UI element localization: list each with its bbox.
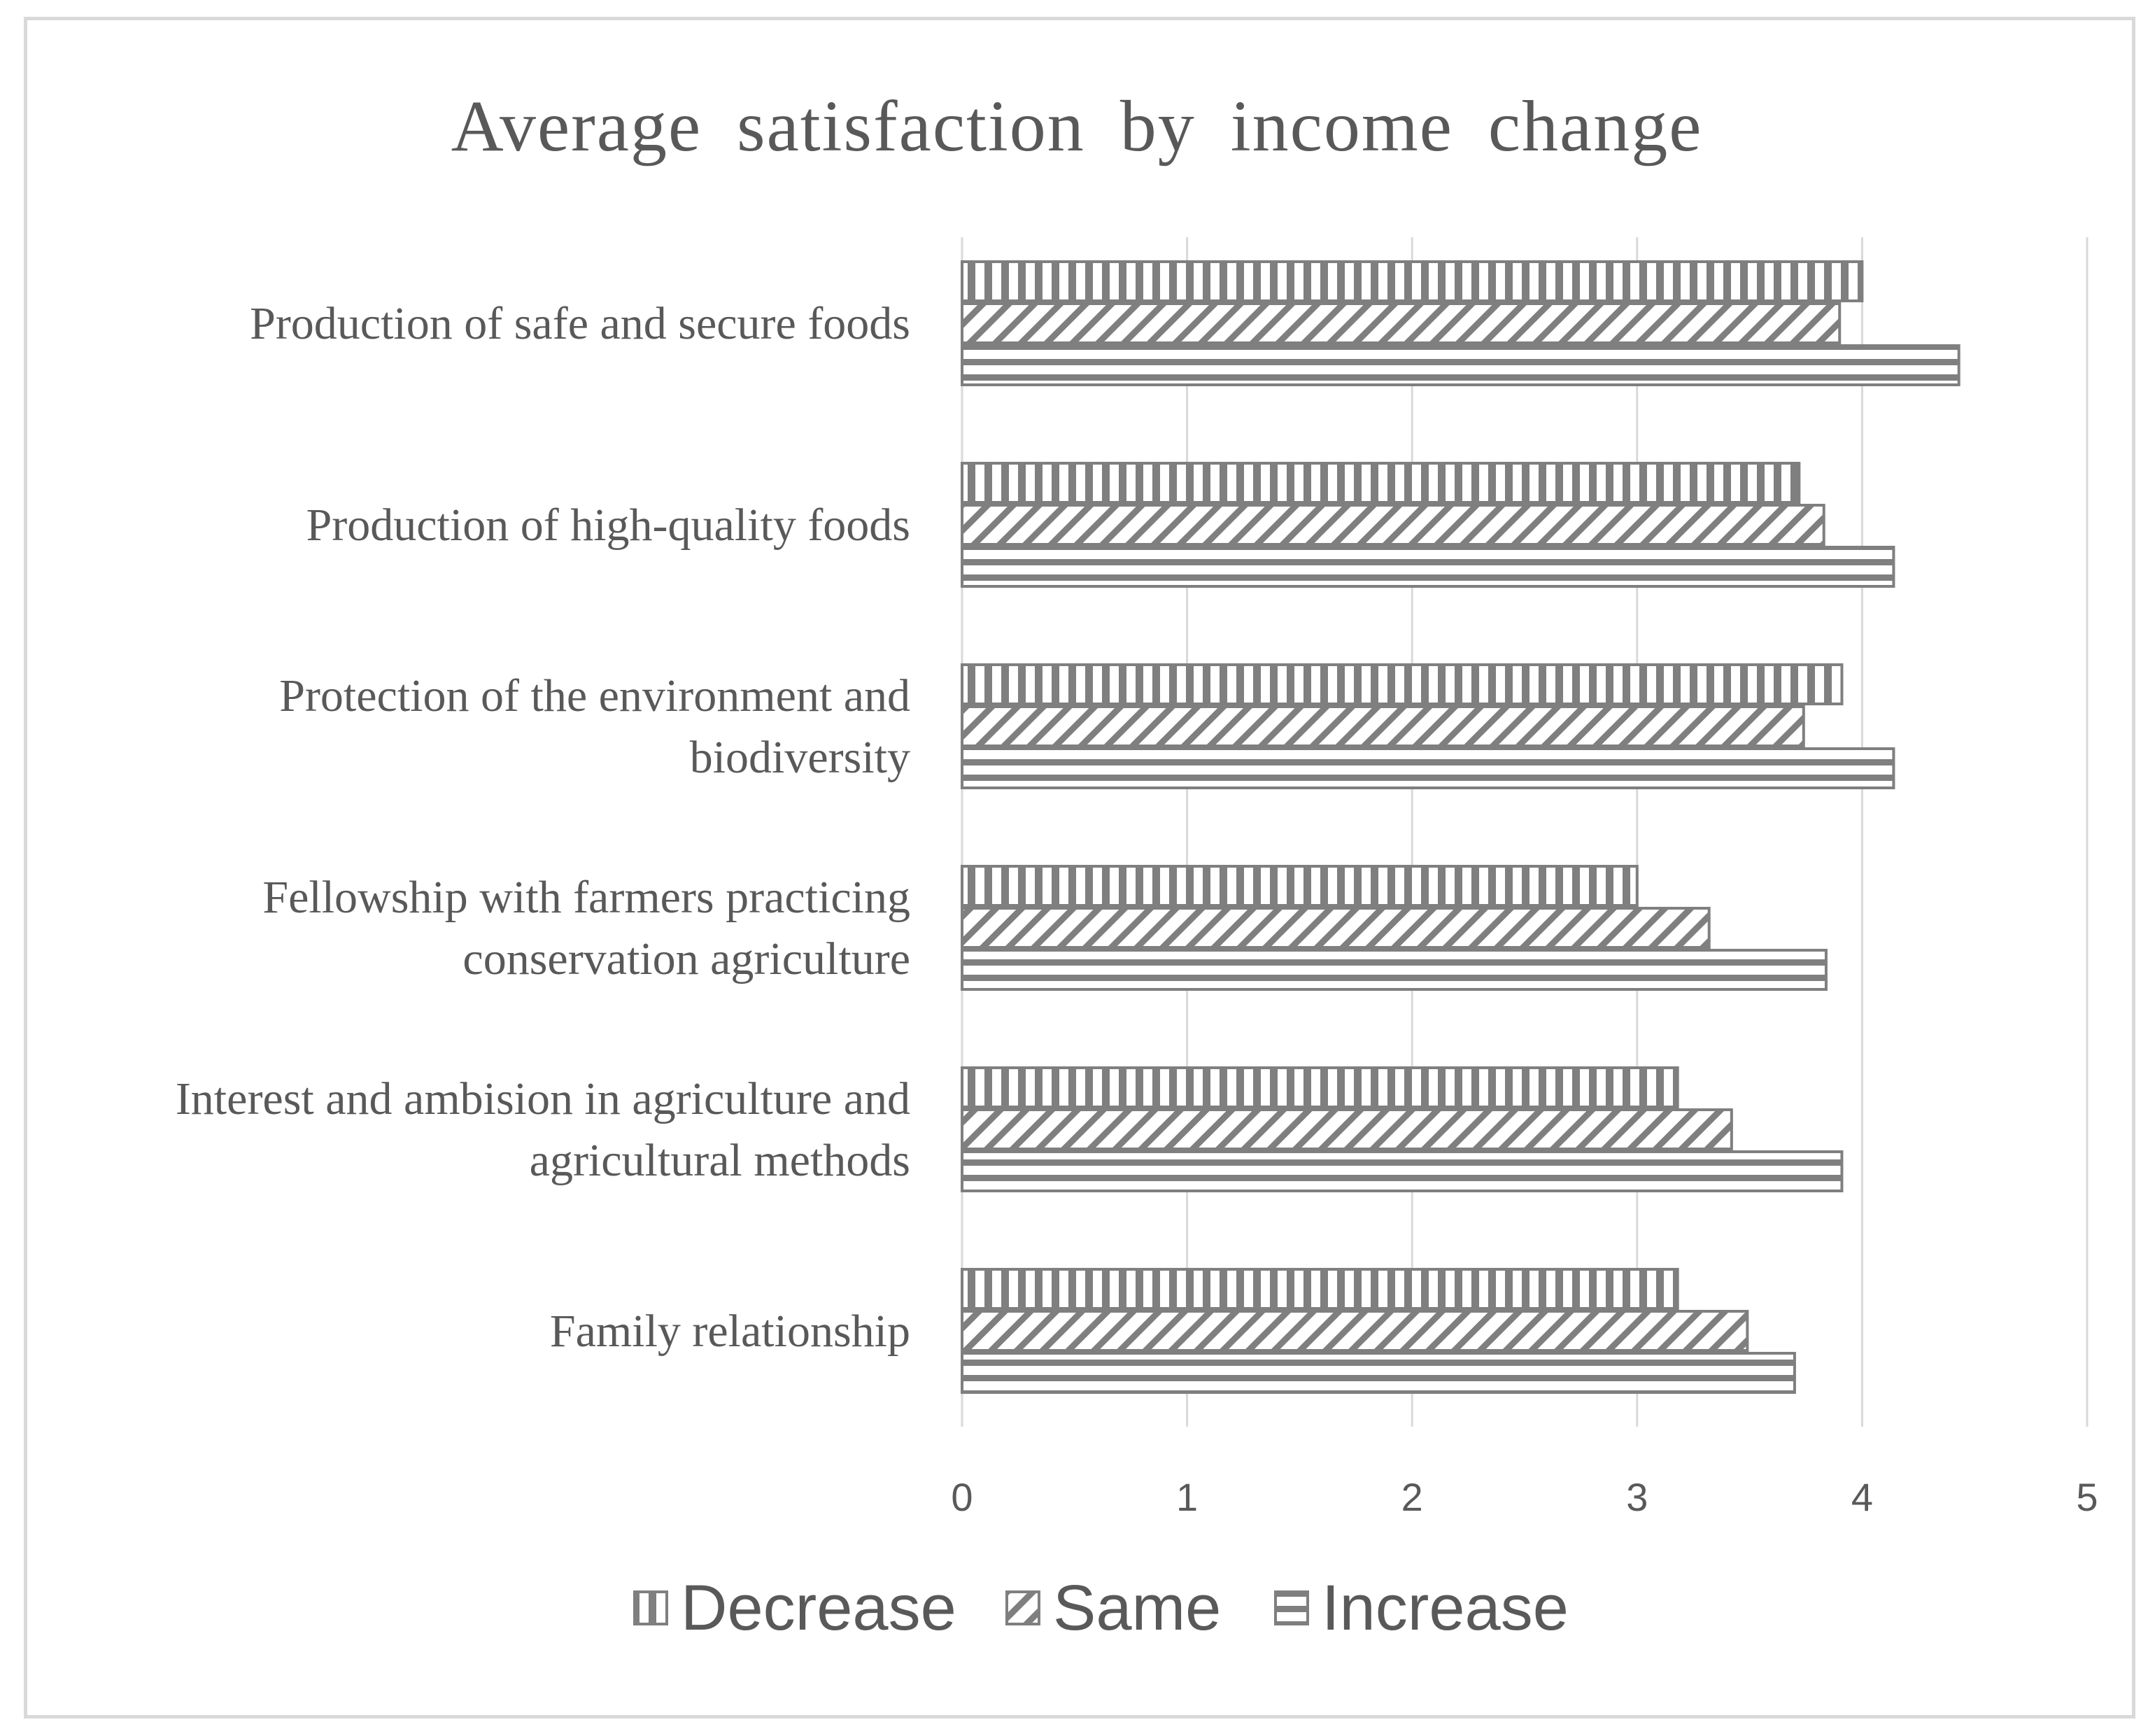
x-tick-label: 5	[2076, 1475, 2098, 1519]
legend-label: Same	[1053, 1572, 1221, 1644]
legend[interactable]: Decrease Same Increase	[633, 1572, 1569, 1644]
bar-decrease	[961, 663, 1844, 705]
x-axis-tick-labels: 0 1 2 3 4 5	[951, 1475, 2098, 1519]
legend-swatch	[633, 1590, 668, 1625]
bar-increase	[961, 747, 1895, 789]
gridlines	[961, 237, 2089, 1427]
chart-svg: Average satisfaction by income change Pr…	[176, 86, 2098, 1644]
bars	[961, 260, 1960, 1394]
bar-increase	[961, 949, 1828, 991]
legend-item-same[interactable]: Same	[1005, 1572, 1221, 1644]
bar-increase	[961, 1352, 1796, 1394]
category-labels: Production of safe and secure foods Produ…	[176, 298, 910, 1357]
bar-same	[961, 1310, 1749, 1352]
bar-decrease	[961, 462, 1801, 504]
x-tick-label: 0	[951, 1475, 973, 1519]
bar-same	[961, 1108, 1733, 1150]
category-label: biodiversity	[690, 732, 910, 783]
bar-decrease	[961, 260, 1864, 302]
bar-same	[961, 504, 1825, 546]
chart-frame: Average satisfaction by income change Pr…	[24, 17, 2135, 1719]
x-tick-label: 3	[1626, 1475, 1648, 1519]
category-label: conservation agriculture	[462, 933, 910, 985]
category-label: Fellowship with farmers practicing	[262, 872, 910, 923]
bar-decrease	[961, 865, 1639, 907]
bar-decrease	[961, 1066, 1679, 1108]
bar-same	[961, 907, 1711, 949]
category-label: Family relationship	[550, 1306, 910, 1357]
legend-swatch	[1005, 1590, 1040, 1625]
bar-decrease	[961, 1268, 1679, 1310]
category-label: Interest and ambision in agriculture and	[176, 1073, 910, 1124]
x-tick-label: 1	[1176, 1475, 1198, 1519]
category-label: Production of high-quality foods	[306, 500, 910, 551]
x-tick-label: 2	[1401, 1475, 1423, 1519]
bar-increase	[961, 546, 1895, 588]
chart-title: Average satisfaction by income change	[451, 86, 1703, 167]
bar-increase	[961, 344, 1960, 386]
category-label: Production of safe and secure foods	[250, 298, 910, 349]
legend-swatch	[1274, 1590, 1309, 1625]
bar-increase	[961, 1150, 1844, 1192]
category-label: agricultural methods	[530, 1135, 910, 1186]
category-label: Protection of the environment and	[279, 670, 910, 721]
bar-same	[961, 705, 1805, 747]
bar-same	[961, 302, 1842, 344]
legend-label: Increase	[1322, 1572, 1569, 1644]
legend-item-increase[interactable]: Increase	[1274, 1572, 1569, 1644]
legend-item-decrease[interactable]: Decrease	[633, 1572, 956, 1644]
x-tick-label: 4	[1851, 1475, 1873, 1519]
legend-label: Decrease	[681, 1572, 956, 1644]
